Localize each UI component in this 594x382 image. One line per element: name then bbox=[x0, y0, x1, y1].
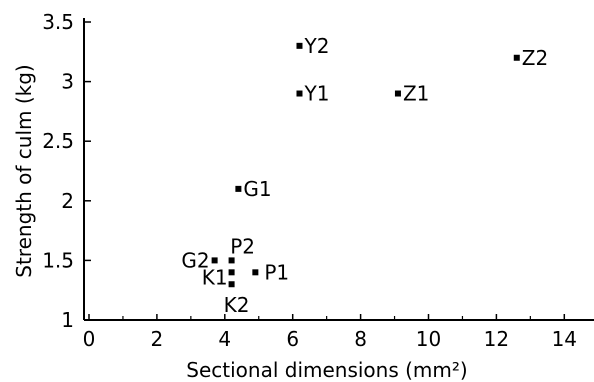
y-tick-label: 3 bbox=[61, 70, 74, 94]
y-tick-label: 2 bbox=[61, 189, 74, 213]
x-tick-label: 4 bbox=[218, 327, 231, 351]
point-label-z1: Z1 bbox=[403, 82, 429, 106]
x-tick-label: 8 bbox=[354, 327, 367, 351]
axes bbox=[83, 18, 594, 321]
y-tick-label: 3.5 bbox=[42, 10, 74, 34]
point-label-g1: G1 bbox=[243, 177, 271, 201]
point-label-p2: P2 bbox=[230, 234, 255, 258]
point-label-y2: Y2 bbox=[303, 34, 329, 58]
y-tick-label: 2.5 bbox=[42, 129, 74, 153]
point-label-k1: K1 bbox=[202, 265, 228, 289]
x-tick-label: 0 bbox=[83, 327, 96, 351]
data-point-g1 bbox=[235, 185, 242, 192]
x-tick-label: 14 bbox=[552, 327, 577, 351]
x-tick-label: 12 bbox=[484, 327, 509, 351]
y-ticks: 1 1.5 2 2.5 3 3.5 bbox=[42, 10, 91, 332]
data-point-z1 bbox=[394, 90, 401, 97]
point-label-p1: P1 bbox=[264, 260, 289, 284]
data-point-z2 bbox=[513, 54, 520, 61]
point-label-y1: Y1 bbox=[303, 82, 329, 106]
x-tick-label: 10 bbox=[416, 327, 441, 351]
y-tick-label: 1.5 bbox=[42, 248, 74, 272]
data-points: Y2 Z2 Y1 Z1 G1 G2 P2 P1 K1 K2 bbox=[181, 34, 548, 317]
data-point-p1 bbox=[252, 269, 259, 276]
x-tick-label: 2 bbox=[151, 327, 164, 351]
data-point-y1 bbox=[296, 90, 303, 97]
x-axis-title: Sectional dimensions (mm²) bbox=[186, 358, 467, 382]
y-axis-title: Strength of culm (kg) bbox=[12, 64, 36, 277]
data-point-k2 bbox=[228, 281, 235, 288]
data-point-g2 bbox=[211, 257, 218, 264]
y-tick-label: 1 bbox=[61, 308, 74, 332]
x-ticks: 0 2 4 6 8 10 12 14 bbox=[83, 314, 577, 351]
point-label-g2: G2 bbox=[181, 248, 209, 272]
data-point-p2 bbox=[228, 257, 235, 264]
point-label-z2: Z2 bbox=[522, 46, 548, 70]
data-point-k1 bbox=[228, 269, 235, 276]
point-label-k2: K2 bbox=[224, 293, 250, 317]
x-tick-label: 6 bbox=[286, 327, 299, 351]
data-point-y2 bbox=[296, 42, 303, 49]
